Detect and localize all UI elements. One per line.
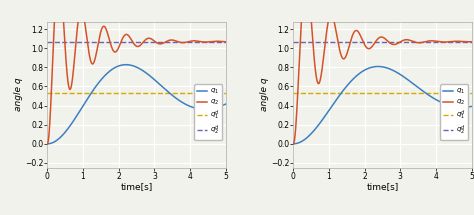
Line: $q_1$: $q_1$ (47, 65, 226, 144)
$q_2$ (469, 40, 474, 43)
$q_1$ (446, 104, 452, 106)
$q_2$ (45, 143, 50, 145)
$q_2$ (65, 79, 71, 82)
$q_1$ (291, 143, 296, 145)
Line: $q_2$: $q_2$ (293, 0, 472, 144)
$q_1$ (223, 103, 228, 105)
$q_1$ (200, 108, 206, 111)
$q_1$ (121, 63, 127, 66)
$q_1$ (359, 71, 365, 73)
$q_2$ (219, 40, 225, 43)
$q_1$ (375, 65, 381, 68)
$q_2$ (367, 47, 373, 50)
$q_1$ (311, 130, 317, 132)
$q_2$ (121, 35, 127, 38)
Legend: $q_1$, $q_2$, $q_1^d$, $q_2^d$: $q_1$, $q_2$, $q_1^d$, $q_2^d$ (194, 84, 222, 140)
$q_2$ (311, 52, 317, 55)
$q_1$ (123, 63, 129, 66)
$q_1$ (219, 104, 225, 107)
$q_2$ (321, 49, 327, 52)
X-axis label: time[s]: time[s] (120, 182, 153, 191)
Y-axis label: angle q: angle q (15, 78, 24, 111)
$q_2$ (465, 40, 471, 43)
Legend: $q_1$, $q_2$, $q_1^d$, $q_2^d$: $q_1$, $q_2$, $q_1^d$, $q_2^d$ (440, 84, 468, 140)
$q_1$ (465, 106, 471, 108)
X-axis label: time[s]: time[s] (366, 182, 399, 191)
Y-axis label: angle q: angle q (260, 78, 269, 111)
$q_1$ (113, 66, 118, 69)
$q_2$ (359, 37, 365, 40)
$q_2$ (446, 40, 452, 43)
$q_2$ (223, 40, 228, 43)
$q_2$ (113, 51, 118, 53)
$q_1$ (65, 128, 71, 130)
$q_1$ (469, 105, 474, 108)
$q_1$ (45, 143, 50, 145)
Line: $q_2$: $q_2$ (47, 0, 226, 144)
$q_2$ (200, 41, 206, 43)
$q_2$ (291, 143, 296, 145)
$q_2$ (75, 18, 81, 21)
Line: $q_1$: $q_1$ (293, 66, 472, 144)
$q_1$ (321, 116, 327, 118)
$q_1$ (75, 112, 81, 115)
$q_1$ (366, 67, 372, 69)
